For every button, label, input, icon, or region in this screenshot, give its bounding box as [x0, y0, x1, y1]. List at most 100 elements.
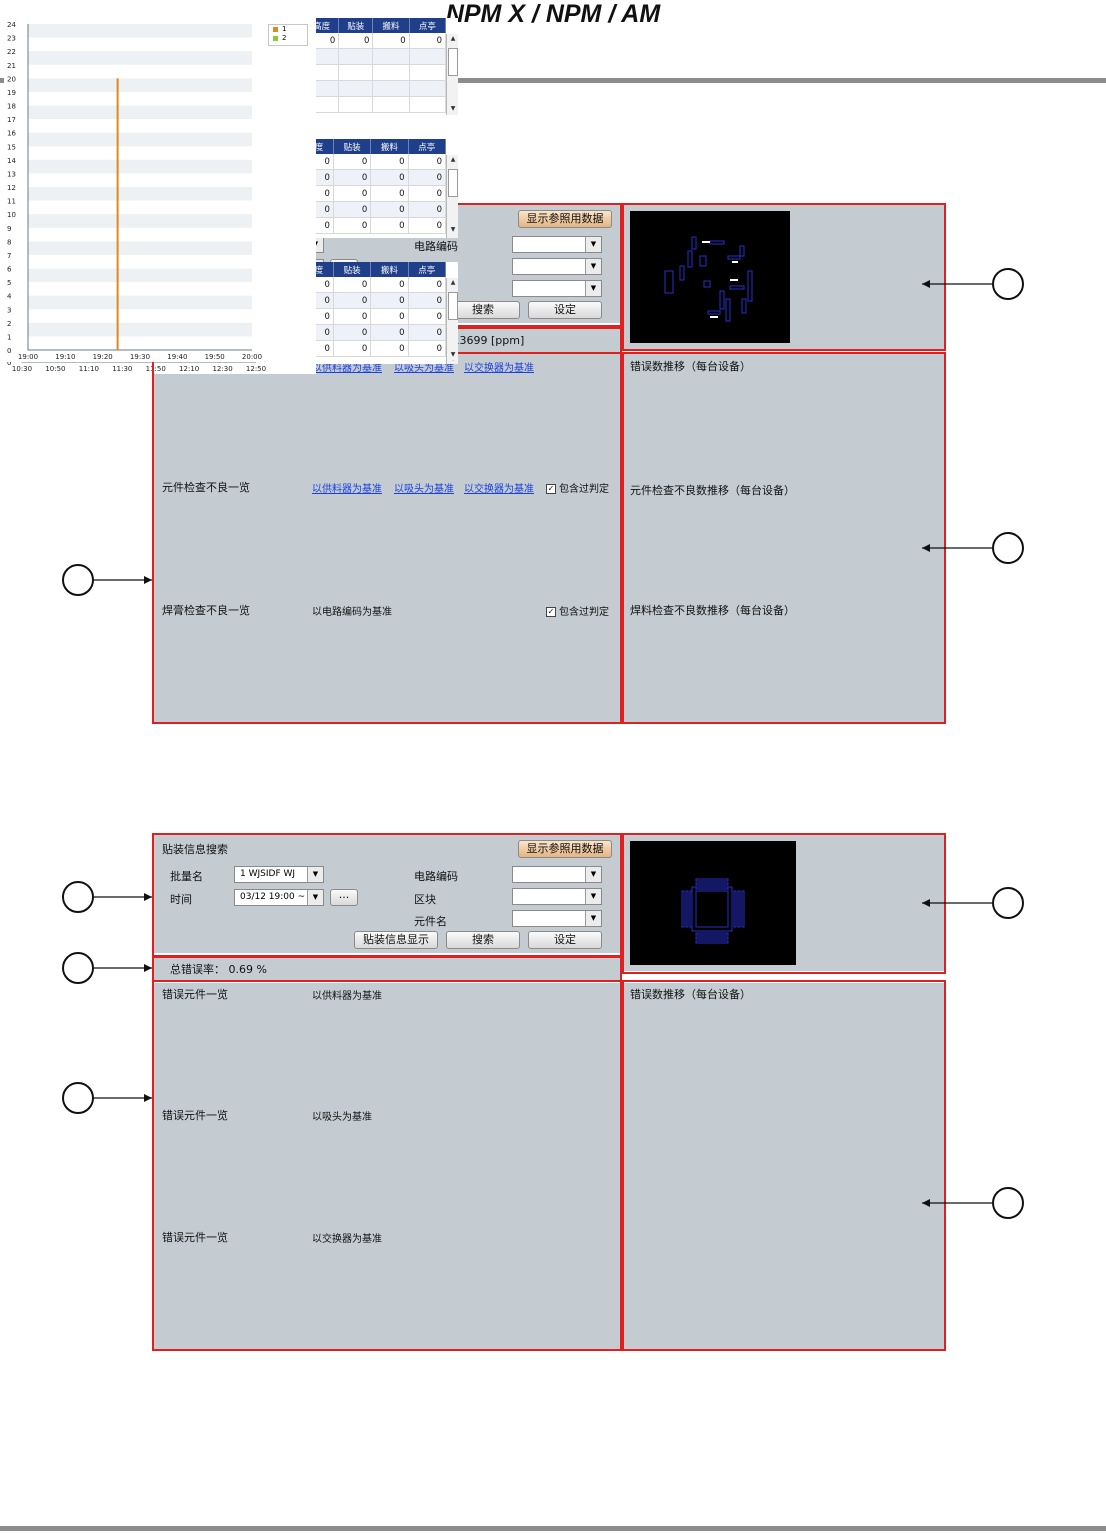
- base-link[interactable]: 以交换器为基准: [464, 363, 534, 374]
- y-tick-label: 21: [7, 62, 16, 70]
- header-rule: [0, 78, 1106, 83]
- y-tick-label: 12: [7, 184, 16, 192]
- settings-button[interactable]: 设定: [528, 931, 602, 949]
- include-overjudge-checkbox[interactable]: ✓ 包含过判定: [546, 480, 616, 495]
- column-header[interactable]: 搬料: [370, 262, 409, 277]
- vertical-scrollbar[interactable]: ▲▼: [446, 155, 458, 235]
- column-header[interactable]: 贴装: [338, 18, 374, 33]
- search-button[interactable]: 搜索: [446, 931, 520, 949]
- scrollbar-thumb[interactable]: [448, 48, 458, 76]
- scroll-down-arrow-icon[interactable]: ▼: [450, 226, 456, 233]
- table-cell: [409, 80, 447, 97]
- table-cell: [338, 48, 374, 65]
- table-cell: 0: [409, 33, 447, 49]
- table-cell: [338, 64, 374, 81]
- y-tick-label: 16: [7, 130, 16, 138]
- vertical-scrollbar[interactable]: ▲▼: [446, 34, 458, 114]
- scrollbar-thumb[interactable]: [448, 169, 458, 197]
- table-cell: 0: [333, 340, 372, 357]
- base-link[interactable]: 以交换器为基准: [464, 484, 534, 495]
- column-header[interactable]: 点亭: [408, 139, 447, 154]
- base-link[interactable]: 以供料器为基准: [312, 363, 382, 374]
- block-select[interactable]: ▼: [512, 888, 602, 905]
- dropdown-arrow-icon[interactable]: ▼: [585, 911, 601, 926]
- column-header[interactable]: 贴装: [333, 139, 372, 154]
- show-mount-info-button[interactable]: 贴装信息显示: [354, 931, 438, 949]
- scroll-down-arrow-icon[interactable]: ▼: [450, 105, 456, 112]
- scroll-up-arrow-icon[interactable]: ▲: [450, 35, 456, 42]
- chip-highlight: [730, 279, 738, 281]
- dropdown-arrow-icon[interactable]: ▼: [585, 867, 601, 882]
- column-header[interactable]: 搬料: [370, 139, 409, 154]
- solder-defect-title: 焊膏检查不良一览: [162, 604, 250, 617]
- table-cell: 0: [370, 154, 409, 170]
- component-image-panel: [624, 205, 944, 349]
- table-cell: [372, 80, 410, 97]
- column-header[interactable]: 点亭: [408, 262, 447, 277]
- callout-4: [992, 268, 1024, 300]
- dropdown-arrow-icon[interactable]: ▼: [585, 259, 601, 274]
- legend-label: 2: [282, 34, 287, 42]
- column-header[interactable]: 贴装: [333, 262, 372, 277]
- table-cell: 0: [408, 185, 447, 202]
- search-button[interactable]: 搜索: [446, 301, 520, 319]
- table-cell: 0: [333, 185, 372, 202]
- column-header[interactable]: 搬料: [372, 18, 410, 33]
- checkbox-check-icon[interactable]: ✓: [546, 484, 556, 494]
- scroll-up-arrow-icon[interactable]: ▲: [450, 279, 456, 286]
- scroll-down-arrow-icon[interactable]: ▼: [450, 351, 456, 358]
- checkbox-label: 包含过判定: [559, 484, 609, 495]
- x-tick-label: 12:30: [212, 365, 232, 373]
- callout-box-charts: [622, 980, 946, 1351]
- column-header[interactable]: 点亭: [409, 18, 447, 33]
- dropdown-arrow-icon[interactable]: ▼: [307, 867, 323, 882]
- checkbox-label: 包含过判定: [559, 607, 609, 618]
- legend-swatch: [273, 26, 278, 32]
- chart-svg: 2423222120191817161514131211109876543210…: [7, 21, 262, 361]
- block-label: 区块: [414, 893, 436, 906]
- part-name-select[interactable]: ▼: [512, 280, 602, 297]
- dropdown-arrow-icon[interactable]: ▼: [585, 281, 601, 296]
- y-tick-label: 23: [7, 35, 16, 43]
- time-select[interactable]: 03/12 19:00 ~ ▼: [234, 889, 324, 906]
- base-link[interactable]: 以吸头为基准: [394, 363, 454, 374]
- vertical-scrollbar[interactable]: ▲▼: [446, 278, 458, 360]
- block-select[interactable]: ▼: [512, 258, 602, 275]
- time-more-button[interactable]: ···: [330, 889, 358, 906]
- gridline-band: [28, 241, 252, 255]
- legend-item: 2: [269, 34, 307, 43]
- dropdown-arrow-icon[interactable]: ▼: [585, 889, 601, 904]
- scroll-up-arrow-icon[interactable]: ▲: [450, 156, 456, 163]
- table-cell: [372, 64, 410, 81]
- chart-title: 焊料检查不良数推移（每台设备）: [630, 604, 795, 617]
- table-cell: 0: [370, 277, 409, 293]
- circuit-code-select[interactable]: ▼: [512, 866, 602, 883]
- y-tick-label: 11: [7, 198, 16, 206]
- chip-highlight: [702, 241, 710, 243]
- chart-axes: [27, 24, 252, 351]
- show-reference-data-button[interactable]: 显示参照用数据: [518, 210, 612, 228]
- gridline-band: [28, 187, 252, 201]
- settings-button[interactable]: 设定: [528, 301, 602, 319]
- dropdown-arrow-icon[interactable]: ▼: [585, 237, 601, 252]
- error-parts-title: 错误元件一览: [162, 1231, 228, 1244]
- chip-outline: [703, 280, 711, 288]
- y-tick-label: 18: [7, 103, 16, 111]
- table-cell: 0: [408, 169, 447, 186]
- circuit-code-select[interactable]: ▼: [512, 236, 602, 253]
- dropdown-arrow-icon[interactable]: ▼: [307, 890, 323, 905]
- table-cell: 0: [333, 169, 372, 186]
- table-cell: [409, 64, 447, 81]
- base-link[interactable]: 以吸头为基准: [394, 484, 454, 495]
- lot-name-select[interactable]: 1 WJSIDF WJ ▼: [234, 866, 324, 883]
- table-cell: 0: [408, 340, 447, 357]
- part-name-select[interactable]: ▼: [512, 910, 602, 927]
- include-overjudge-checkbox[interactable]: ✓ 包含过判定: [546, 603, 616, 618]
- y-tick-label: 6: [7, 266, 12, 274]
- show-reference-data-button[interactable]: 显示参照用数据: [518, 840, 612, 858]
- base-link[interactable]: 以供料器为基准: [312, 484, 382, 495]
- chart-title: 错误数推移（每台设备）: [630, 360, 751, 373]
- scrollbar-thumb[interactable]: [448, 292, 458, 320]
- callout-3: [62, 1082, 94, 1114]
- checkbox-check-icon[interactable]: ✓: [546, 607, 556, 617]
